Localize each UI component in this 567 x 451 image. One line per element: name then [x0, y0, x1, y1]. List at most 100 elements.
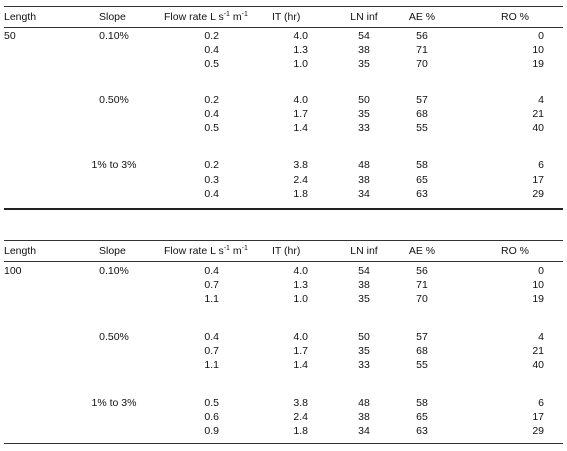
ae-cell: 70	[416, 58, 428, 70]
flow-cell: 0.2	[204, 30, 219, 42]
ln-cell: 35	[358, 108, 370, 120]
ae-cell: 70	[416, 293, 428, 305]
ro-cell: 17	[532, 174, 544, 186]
flow-cell: 0.2	[204, 159, 219, 171]
flow-cell: 0.4	[204, 188, 219, 200]
ae-cell: 55	[416, 122, 428, 134]
table-length-50: Length Slope Flow rate L s-1 m-1 IT (hr)…	[4, 6, 563, 211]
flow-cell: 0.7	[204, 345, 219, 357]
slope-value: 0.50%	[99, 94, 129, 106]
ln-cell: 38	[358, 44, 370, 56]
it-cell: 4.0	[293, 331, 308, 343]
bottom-rule	[4, 443, 563, 444]
it-cell: 1.3	[293, 279, 308, 291]
flow-cell: 0.4	[204, 265, 219, 277]
ae-cell: 57	[416, 331, 428, 343]
it-cell: 3.8	[293, 159, 308, 171]
ae-cell: 55	[416, 359, 428, 371]
ro-cell: 19	[532, 58, 544, 70]
ln-cell: 34	[358, 188, 370, 200]
flow-cell: 0.4	[204, 331, 219, 343]
header-length: Length	[4, 245, 37, 257]
ae-cell: 58	[416, 159, 428, 171]
header-flow-rate: Flow rate L s-1 m-1	[164, 11, 248, 23]
header-it: IT (hr)	[272, 245, 301, 257]
ln-cell: 35	[358, 293, 370, 305]
ro-cell: 40	[532, 359, 544, 371]
ro-cell: 0	[538, 265, 544, 277]
header-ln-inf: LN inf	[350, 11, 378, 23]
slope-value: 0.10%	[99, 265, 129, 277]
flow-cell: 0.5	[204, 397, 219, 409]
it-cell: 1.7	[293, 345, 308, 357]
ln-cell: 35	[358, 58, 370, 70]
ae-cell: 63	[416, 425, 428, 437]
ae-cell: 58	[416, 397, 428, 409]
ln-cell: 38	[358, 174, 370, 186]
slope-value: 0.50%	[99, 331, 129, 343]
header-ae: AE %	[408, 11, 436, 23]
length-value: 50	[4, 30, 16, 42]
header-length: Length	[4, 11, 37, 23]
ln-cell: 35	[358, 345, 370, 357]
length-value: 100	[4, 265, 22, 277]
ae-cell: 65	[416, 411, 428, 423]
ro-cell: 40	[532, 122, 544, 134]
header-slope: Slope	[99, 245, 126, 257]
header-flow-rate: Flow rate L s-1 m-1	[164, 245, 248, 257]
header-slope: Slope	[99, 11, 126, 23]
ro-cell: 29	[532, 188, 544, 200]
flow-cell: 0.2	[204, 94, 219, 106]
ln-cell: 34	[358, 425, 370, 437]
flow-cell: 0.5	[204, 58, 219, 70]
it-cell: 1.3	[293, 44, 308, 56]
it-cell: 1.4	[293, 122, 308, 134]
ro-cell: 0	[538, 30, 544, 42]
it-cell: 4.0	[293, 265, 308, 277]
ln-cell: 38	[358, 279, 370, 291]
slope-value: 0.10%	[99, 30, 129, 42]
it-cell: 1.0	[293, 293, 308, 305]
header-ae: AE %	[408, 245, 436, 257]
header-ln-inf: LN inf	[350, 245, 378, 257]
ae-cell: 56	[416, 265, 428, 277]
it-cell: 1.4	[293, 359, 308, 371]
ae-cell: 68	[416, 108, 428, 120]
flow-cell: 0.9	[204, 425, 219, 437]
ae-cell: 56	[416, 30, 428, 42]
ro-cell: 21	[532, 108, 544, 120]
header-ro: RO %	[501, 245, 530, 257]
ln-cell: 33	[358, 359, 370, 371]
flow-cell: 0.6	[204, 411, 219, 423]
it-cell: 1.8	[293, 425, 308, 437]
header-it: IT (hr)	[272, 11, 301, 23]
ae-cell: 63	[416, 188, 428, 200]
flow-cell: 0.4	[204, 108, 219, 120]
flow-cell: 0.3	[204, 174, 219, 186]
it-cell: 3.8	[293, 397, 308, 409]
it-cell: 4.0	[293, 30, 308, 42]
it-cell: 4.0	[293, 94, 308, 106]
flow-cell: 0.4	[204, 44, 219, 56]
table-length-100: Length Slope Flow rate L s-1 m-1 IT (hr)…	[4, 240, 563, 446]
ln-cell: 54	[358, 30, 370, 42]
flow-cell: 0.7	[204, 279, 219, 291]
top-rule	[4, 240, 563, 241]
ln-cell: 48	[358, 397, 370, 409]
ae-cell: 71	[416, 44, 428, 56]
header-rule	[4, 27, 563, 28]
slope-value: 1% to 3%	[91, 159, 137, 171]
flow-cell: 0.5	[204, 122, 219, 134]
ae-cell: 68	[416, 345, 428, 357]
ae-cell: 57	[416, 94, 428, 106]
ro-cell: 4	[538, 94, 544, 106]
ro-cell: 6	[538, 397, 544, 409]
it-cell: 1.0	[293, 58, 308, 70]
ln-cell: 50	[358, 331, 370, 343]
top-rule	[4, 6, 563, 7]
ro-cell: 6	[538, 159, 544, 171]
ro-cell: 10	[532, 279, 544, 291]
flow-cell: 1.1	[204, 293, 219, 305]
ae-cell: 65	[416, 174, 428, 186]
ro-cell: 4	[538, 331, 544, 343]
